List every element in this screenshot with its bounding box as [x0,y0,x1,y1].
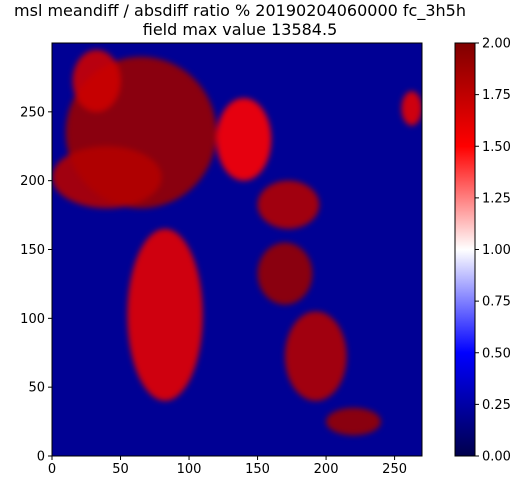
heatmap-region-3 [52,146,162,209]
colorbar-tick-label: 1.75 [482,88,511,103]
x-tick-label: 0 [48,462,56,477]
heatmap-region-2 [72,49,121,112]
colorbar-tick-label: 1.25 [482,191,511,206]
x-axis: 0 50 100 150 200 250 [48,456,407,477]
colorbar-tick-label: 2.00 [482,37,511,52]
colorbar-tick-label: 0.75 [482,295,511,310]
plot-area [52,43,422,456]
heatmap-region-9 [326,407,381,436]
y-tick-label: 200 [20,174,45,189]
x-tick-label: 150 [245,462,270,477]
y-tick-label: 0 [37,450,45,465]
y-tick-label: 250 [20,105,45,120]
x-tick-label: 200 [314,462,339,477]
x-tick-label: 250 [382,462,407,477]
heatmap-region-4 [216,98,272,181]
y-tick-label: 100 [20,312,45,327]
colorbar-tick-label: 0.00 [482,450,511,465]
y-tick-label: 50 [28,381,45,396]
colorbar [454,42,476,457]
colorbar-tick-label: 1.00 [482,243,511,258]
chart-title-line2: field max value 13584.5 [142,20,338,39]
heatmap-region-8 [284,311,347,401]
colorbar-tick-label: 0.25 [482,398,511,413]
heatmap-region-5 [127,228,203,401]
colorbar-tick-label: 0.50 [482,346,511,361]
heatmap-features [52,49,422,436]
colorbar-axis: 0.00 0.25 0.50 0.75 1.00 1.25 1.50 1.75 2.00 [475,37,511,465]
x-tick-label: 100 [177,462,202,477]
heatmap-region-7 [257,242,313,305]
chart-title-line1: msl meandiff / absdiff ratio % 201902040… [14,1,466,20]
y-axis: 0 50 100 150 200 250 [20,105,52,465]
heatmap-region-6 [257,180,320,229]
y-tick-label: 150 [20,243,45,258]
heatmap-region-10 [401,91,422,126]
x-tick-label: 50 [112,462,129,477]
colorbar-tick-label: 1.50 [482,140,511,155]
